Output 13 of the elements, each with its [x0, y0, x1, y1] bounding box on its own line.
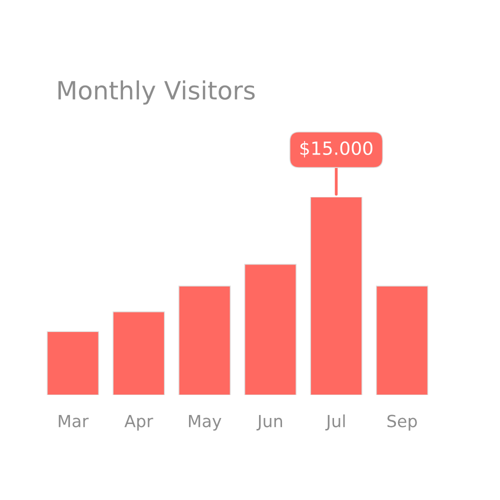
bar	[178, 286, 231, 395]
x-tick-label: Jun	[256, 414, 282, 430]
bar	[46, 331, 100, 395]
x-tick-label: May	[188, 414, 222, 431]
x-tick-label: Jul	[325, 414, 345, 430]
x-tick-label: Apr	[124, 414, 154, 431]
bar	[376, 286, 428, 395]
x-tick-label: Mar	[58, 414, 89, 428]
bar	[244, 264, 297, 395]
annotation: $15.000	[300, 141, 372, 158]
bar	[112, 311, 165, 395]
chart-title: Monthly Visitors	[58, 80, 255, 105]
x-tick-label: Sep	[387, 414, 417, 431]
